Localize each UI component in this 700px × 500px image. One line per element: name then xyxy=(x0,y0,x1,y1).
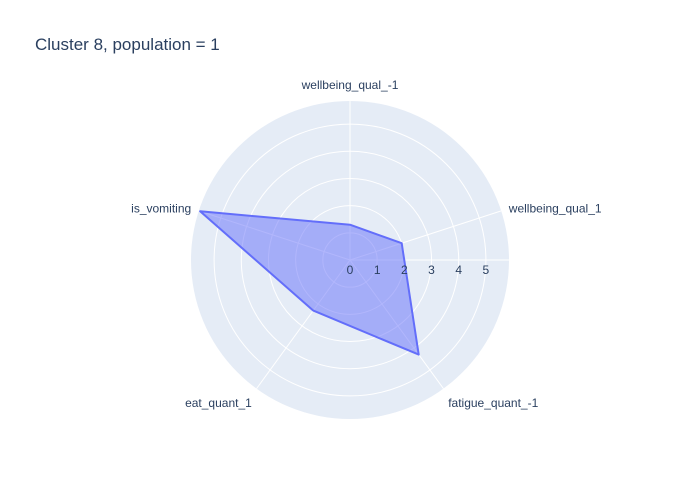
series-area xyxy=(199,210,420,356)
angular-axis-label: eat_quant_1 xyxy=(185,396,252,410)
angular-axis-label: fatigue_quant_-1 xyxy=(448,396,538,410)
radial-tick-label: 1 xyxy=(374,263,381,277)
radial-tick-label: 0 xyxy=(347,263,354,277)
angular-axis-label: wellbeing_qual_1 xyxy=(508,201,602,215)
radial-ticks: 0 1 2 3 4 5 xyxy=(347,263,490,277)
chart-title: Cluster 8, population = 1 xyxy=(35,35,220,54)
radial-tick-label: 3 xyxy=(428,263,435,277)
radial-tick-label: 2 xyxy=(401,263,408,277)
series-layer xyxy=(199,210,420,356)
radial-tick-label: 5 xyxy=(483,263,490,277)
angular-axis-label: wellbeing_qual_-1 xyxy=(301,78,399,92)
radial-tick-label: 4 xyxy=(455,263,462,277)
angular-axis-label: is_vomiting xyxy=(131,201,191,215)
angular-labels: wellbeing_qual_1 wellbeing_qual_-1 is_vomi… xyxy=(131,78,602,410)
